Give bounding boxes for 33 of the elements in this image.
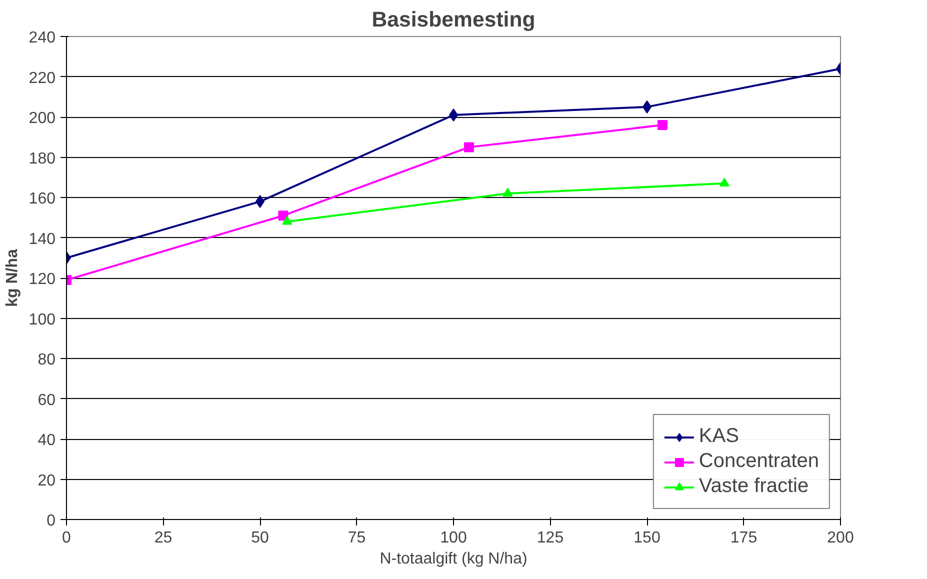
y-axis-title: kg N/ha bbox=[4, 249, 21, 307]
point bbox=[719, 178, 730, 187]
y-tick-label: 160 bbox=[28, 190, 56, 208]
y-tick-label: 200 bbox=[28, 110, 56, 127]
chart-title: Basisbemesting bbox=[372, 8, 536, 32]
y-tick-label: 240 bbox=[28, 30, 56, 46]
y-tick-label: 180 bbox=[28, 150, 56, 168]
y-tick-label: 20 bbox=[38, 472, 56, 490]
y-tick-label: 80 bbox=[38, 352, 56, 368]
x-tick-label: 125 bbox=[536, 530, 564, 546]
y-tick-label: 140 bbox=[28, 230, 56, 248]
y-tick-label: 40 bbox=[38, 432, 56, 449]
legend-label: KAS bbox=[698, 425, 739, 448]
x-tick-label: 25 bbox=[154, 530, 172, 546]
y-tick-label: 120 bbox=[28, 271, 56, 288]
point bbox=[282, 216, 292, 225]
x-tick-label: 75 bbox=[348, 530, 366, 546]
x-tick-label: 175 bbox=[730, 530, 758, 546]
y-tick-label: 0 bbox=[46, 512, 56, 530]
x-tick-label: 200 bbox=[827, 530, 854, 546]
point bbox=[502, 188, 513, 197]
y-tick-label: 100 bbox=[28, 311, 56, 328]
point bbox=[464, 142, 474, 152]
y-tick-label: 60 bbox=[38, 392, 56, 409]
legend-label: Vaste fractie bbox=[698, 475, 809, 498]
legend-label: Concentraten bbox=[698, 450, 819, 473]
x-tick-label: 0 bbox=[62, 530, 72, 546]
x-tick-label: 150 bbox=[634, 530, 660, 546]
point bbox=[657, 120, 668, 130]
x-tick-label: 100 bbox=[440, 530, 467, 546]
x-axis-title: N-totaalgift (kg N/ha) bbox=[380, 550, 528, 568]
x-tick-label: 50 bbox=[251, 530, 269, 546]
y-tick-label: 220 bbox=[28, 70, 56, 87]
